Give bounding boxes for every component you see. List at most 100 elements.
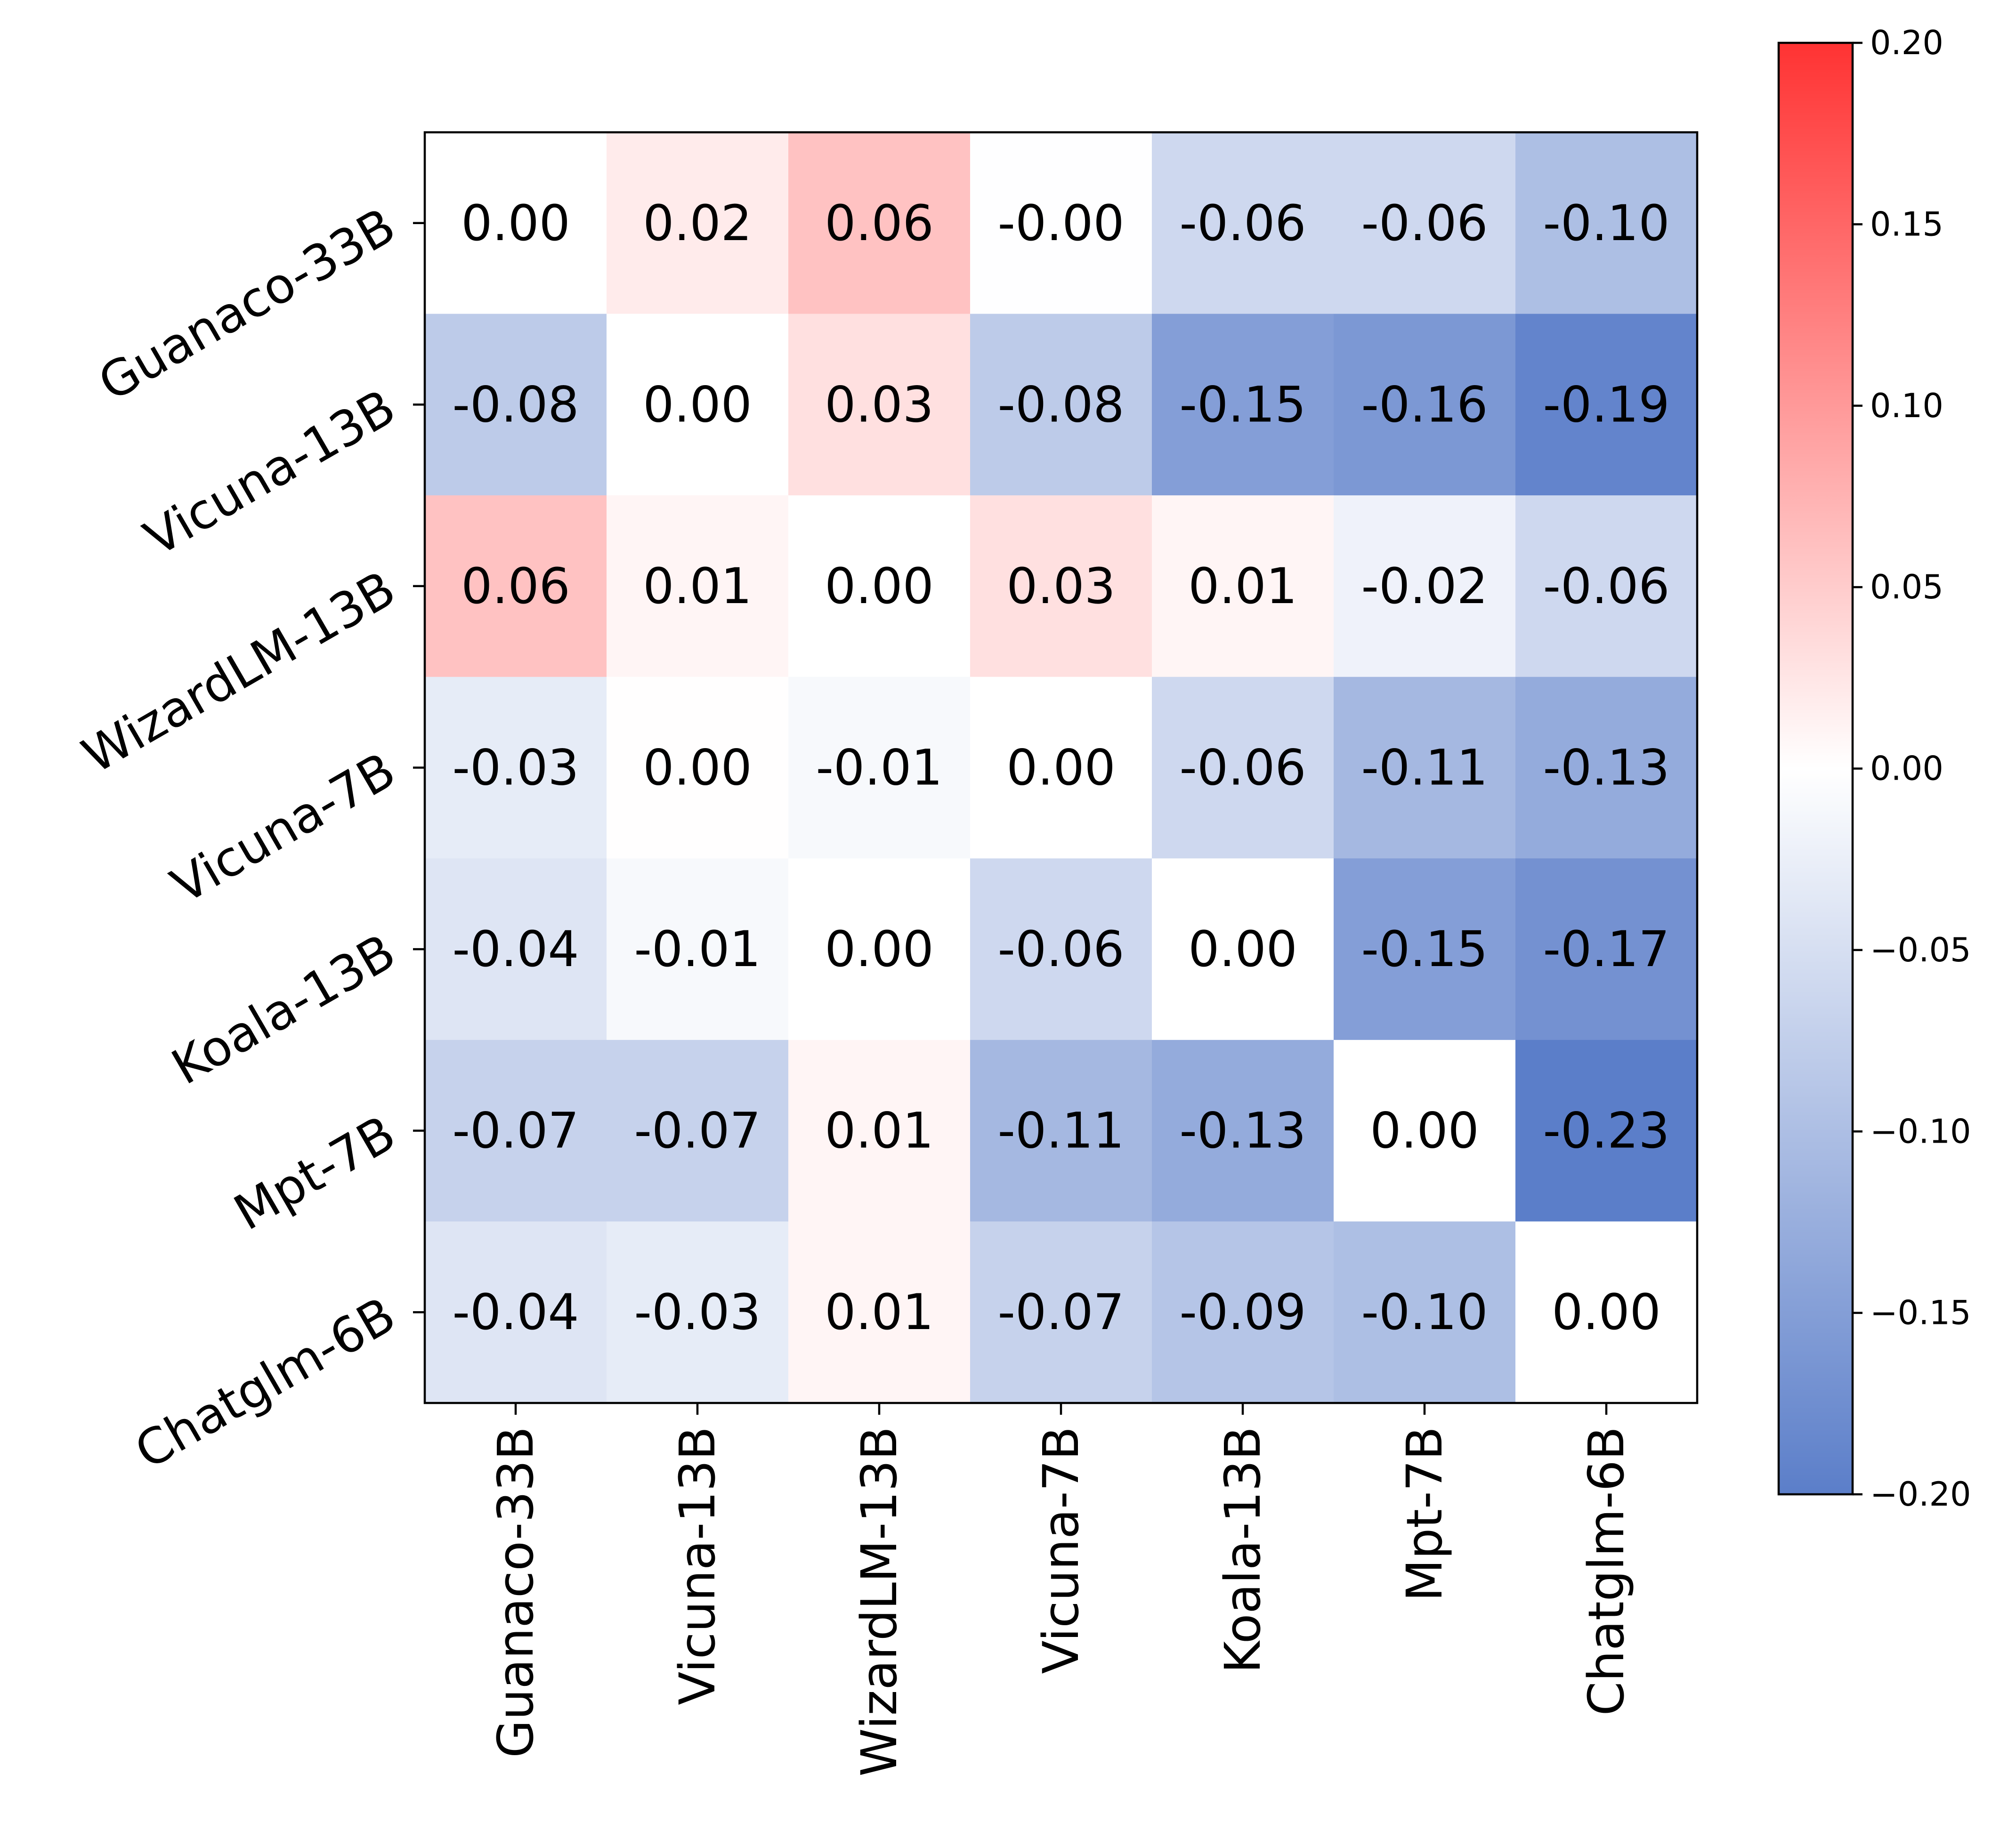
heatmap-cell [1515, 495, 1698, 677]
cell-value-label: 0.00 [643, 376, 752, 433]
heatmap-cell [1334, 132, 1516, 314]
heatmap-cell [607, 495, 789, 677]
y-tick-label: Koala-13B [162, 923, 405, 1096]
heatmap-cell [1152, 677, 1334, 859]
y-tick-label: Guanaco-33B [89, 197, 405, 412]
heatmap-cell [425, 1221, 607, 1403]
cell-value-label: -0.03 [452, 739, 579, 797]
heatmap-cell [788, 1040, 971, 1222]
x-tick-label: WizardLM-13B [850, 1427, 908, 1777]
cell-value-label: -0.06 [1179, 194, 1306, 252]
cell-value-label: -0.15 [1179, 376, 1306, 433]
cell-value-label: -0.19 [1543, 376, 1669, 433]
cell-value-label: -0.08 [452, 376, 579, 433]
cell-value-label: -0.06 [1179, 739, 1306, 797]
colorbar-tick-label: −0.20 [1870, 1475, 1971, 1514]
cell-value-label: 0.01 [643, 557, 752, 615]
heatmap-cell [1334, 1040, 1516, 1222]
y-tick-label: Chatglm-6B [125, 1286, 405, 1480]
heatmap-cell [1152, 132, 1334, 314]
heatmap-cell [788, 314, 971, 496]
colorbar-tick-label: −0.15 [1870, 1294, 1971, 1332]
heatmap-cell [788, 858, 971, 1040]
cell-value-label: 0.03 [825, 376, 934, 433]
cell-value-label: -0.06 [1361, 194, 1488, 252]
heatmap-cell [1152, 858, 1334, 1040]
x-tick-label: Chatglm-6B [1578, 1427, 1635, 1716]
colorbar [1777, 41, 1854, 1496]
heatmap-cell [1152, 314, 1334, 496]
cell-value-label: -0.11 [997, 1102, 1124, 1160]
cell-value-label: -0.04 [452, 1283, 579, 1341]
cell-value-label: -0.07 [997, 1283, 1124, 1341]
heatmap-cell [425, 314, 607, 496]
cell-value-label: -0.17 [1543, 920, 1669, 978]
heatmap-cell [425, 1040, 607, 1222]
cell-value-label: -0.09 [1179, 1283, 1306, 1341]
heatmap-cell [970, 858, 1152, 1040]
heatmap-cell [1334, 858, 1516, 1040]
heatmap-cell [970, 1040, 1152, 1222]
cell-value-label: 0.00 [461, 194, 570, 252]
colorbar-tick-label: −0.05 [1870, 931, 1971, 969]
colorbar-tick-label: 0.20 [1870, 24, 1943, 62]
cell-value-label: 0.00 [643, 739, 752, 797]
cell-value-label: 0.06 [461, 557, 570, 615]
cell-value-label: -0.10 [1361, 1283, 1488, 1341]
colorbar-tick-label: 0.05 [1870, 568, 1943, 606]
heatmap-cell [1334, 495, 1516, 677]
cell-value-label: -0.06 [1543, 557, 1669, 615]
x-tick-label: Vicuna-7B [1032, 1427, 1090, 1674]
cell-value-label: 0.01 [825, 1283, 934, 1341]
heatmap-cell [607, 858, 789, 1040]
cell-value-label: -0.10 [1543, 194, 1669, 252]
heatmap-cell [1334, 1221, 1516, 1403]
cell-value-label: 0.01 [1188, 557, 1297, 615]
heatmap-cell [607, 314, 789, 496]
cell-value-label: 0.01 [825, 1102, 934, 1160]
cell-value-label: 0.03 [1006, 557, 1116, 615]
heatmap-cell [425, 495, 607, 677]
cell-value-label: -0.01 [634, 920, 761, 978]
cell-value-label: -0.13 [1543, 739, 1669, 797]
heatmap-cell [425, 132, 607, 314]
heatmap-cell [970, 314, 1152, 496]
cell-value-label: -0.23 [1543, 1102, 1669, 1160]
y-tick-label: Vicuna-7B [162, 741, 405, 914]
cell-value-label: -0.08 [997, 376, 1124, 433]
heatmap-cell [607, 677, 789, 859]
heatmap-cell [607, 132, 789, 314]
cell-value-label: 0.00 [1006, 739, 1116, 797]
heatmap-cells: 0.00 0.02 0.06 -0.00 -0.06 -0.06 -0.10 -0.08 0.0… [425, 132, 1698, 1403]
heatmap-cell [607, 1040, 789, 1222]
cell-value-label: 0.00 [1552, 1283, 1661, 1341]
x-tick-label: Guanaco-33B [487, 1427, 544, 1758]
heatmap-cell [1152, 495, 1334, 677]
heatmap-cell [970, 132, 1152, 314]
cell-value-label: -0.01 [816, 739, 942, 797]
cell-value-label: -0.11 [1361, 739, 1488, 797]
heatmap-cell [970, 677, 1152, 859]
cell-value-label: 0.00 [825, 557, 934, 615]
heatmap-cell [607, 1221, 789, 1403]
heatmap-cell [1152, 1221, 1334, 1403]
cell-value-label: -0.15 [1361, 920, 1488, 978]
cell-value-label: -0.04 [452, 920, 579, 978]
heatmap-cell [1515, 314, 1698, 496]
x-tick-label: Mpt-7B [1396, 1427, 1453, 1602]
heatmap-cell [788, 132, 971, 314]
heatmap-cell [970, 1221, 1152, 1403]
heatmap-cell [970, 495, 1152, 677]
cell-value-label: -0.03 [634, 1283, 761, 1341]
heatmap-cell [1515, 858, 1698, 1040]
cell-value-label: 0.02 [643, 194, 752, 252]
cell-value-label: 0.00 [1370, 1102, 1479, 1160]
cell-value-label: -0.06 [997, 920, 1124, 978]
heatmap-cell [1515, 1221, 1698, 1403]
heatmap-cell [1334, 677, 1516, 859]
heatmap-cell [1334, 314, 1516, 496]
colorbar-ticks: 0.20 0.15 0.10 0.05 0.00 −0.05 −0.10 −0.15 −0.20 [1853, 24, 1971, 1514]
cell-value-label: -0.00 [997, 194, 1124, 252]
colorbar-tick-label: 0.00 [1870, 750, 1943, 788]
